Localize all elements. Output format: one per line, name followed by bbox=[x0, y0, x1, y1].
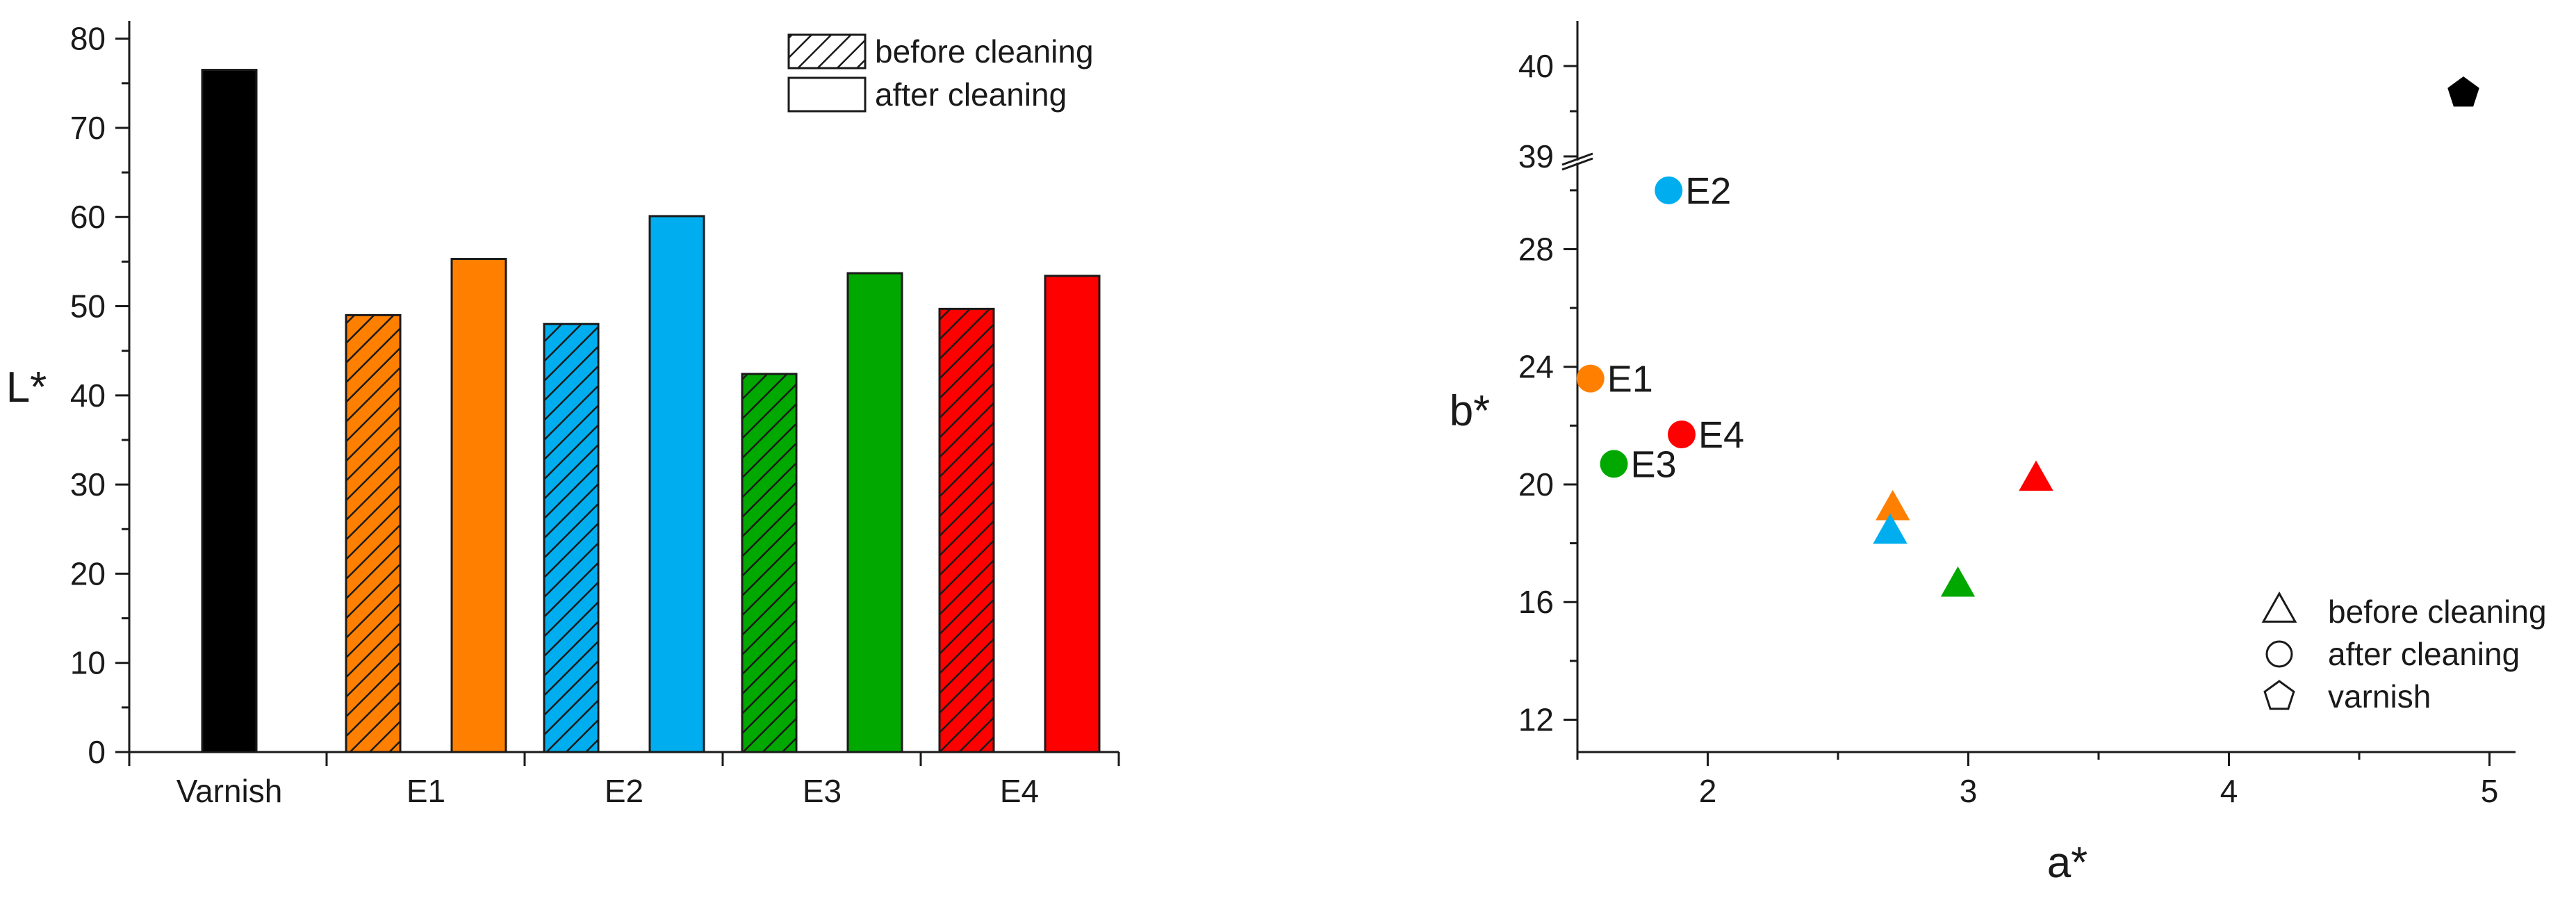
bar-category-label-e1: E1 bbox=[407, 773, 445, 809]
scatter-point-after-cleaning-e2 bbox=[1655, 176, 1683, 204]
scatter-legend-pentagon bbox=[2263, 680, 2295, 710]
scatter-y-axis-title: b* bbox=[1450, 387, 1491, 435]
scatter-point-label-e2: E2 bbox=[1685, 170, 1731, 212]
bar-y-tick-label: 80 bbox=[70, 21, 106, 57]
bar-legend-label: after cleaning bbox=[875, 76, 1067, 113]
scatter-y-tick-label: 16 bbox=[1518, 584, 1554, 620]
bar-y-axis-title: L* bbox=[6, 364, 47, 411]
scatter-point-before-cleaning-6 bbox=[1940, 566, 1976, 597]
bar-e3-before-cleaning bbox=[741, 373, 798, 753]
scatter-point-varnish-8 bbox=[2447, 76, 2479, 107]
scatter-x-axis-title: a* bbox=[2047, 839, 2088, 887]
bar-e4-after-cleaning bbox=[1044, 275, 1101, 753]
scatter-x-tick-label: 4 bbox=[2220, 773, 2238, 809]
scatter-y-tick-label: 40 bbox=[1518, 48, 1554, 84]
scatter-legend-label: varnish bbox=[2328, 678, 2431, 715]
scatter-point-after-cleaning-e1 bbox=[1576, 364, 1605, 393]
scatter-chart: 12 16 20 24 28 39 40 2 3 4 5 a* b* E1 E2 E3 E4 before cle… bbox=[1450, 21, 2547, 887]
bar-varnish-varnish bbox=[201, 69, 258, 753]
bar-e2-after-cleaning bbox=[648, 215, 705, 753]
scatter-x-tick-label: 2 bbox=[1699, 773, 1717, 809]
scatter-point-label-e1: E1 bbox=[1607, 359, 1653, 400]
scatter-point-before-cleaning-5 bbox=[1873, 513, 1908, 544]
bar-y-tick-label: 10 bbox=[70, 645, 106, 681]
bar-e1-after-cleaning bbox=[450, 258, 507, 753]
scatter-y-tick-label: 28 bbox=[1518, 231, 1554, 267]
scatter-point-before-cleaning-4 bbox=[1876, 489, 1910, 521]
bar-category-label-e2: E2 bbox=[605, 773, 643, 809]
scatter-x-tick-label: 3 bbox=[1960, 773, 1978, 809]
bar-y-tick-label: 40 bbox=[70, 377, 106, 414]
scatter-point-after-cleaning-e3 bbox=[1600, 450, 1628, 478]
scatter-legend-circle bbox=[2265, 640, 2293, 668]
bar-e2-before-cleaning bbox=[543, 323, 600, 753]
bar-chart: 0 10 20 30 40 50 60 70 80 L* Varnish E1 E2 E3 E4 before… bbox=[6, 21, 1120, 809]
scatter-y-tick-label: 24 bbox=[1518, 349, 1554, 385]
bar-y-tick-label: 70 bbox=[70, 110, 106, 146]
scatter-legend-label: before cleaning bbox=[2328, 594, 2547, 630]
scatter-point-label-e4: E4 bbox=[1698, 414, 1744, 456]
scatter-point-before-cleaning-7 bbox=[2019, 460, 2053, 491]
scatter-axis-break-mark bbox=[1561, 152, 1593, 166]
bar-y-tick-label: 30 bbox=[70, 466, 106, 503]
bar-y-tick-label: 0 bbox=[88, 734, 106, 770]
bar-e1-before-cleaning bbox=[345, 313, 402, 753]
scatter-legend-triangle bbox=[2261, 591, 2297, 623]
scatter-point-label-e3: E3 bbox=[1631, 443, 1677, 485]
scatter-y-tick-label: 39 bbox=[1518, 138, 1554, 174]
bar-e4-before-cleaning bbox=[938, 307, 995, 753]
scatter-x-tick-label: 5 bbox=[2481, 773, 2499, 809]
scatter-axis-break-mark bbox=[1561, 157, 1593, 171]
bar-y-tick-label: 50 bbox=[70, 288, 106, 325]
scatter-y-tick-label: 20 bbox=[1518, 466, 1554, 503]
bar-category-label-varnish: Varnish bbox=[177, 773, 283, 809]
bar-category-label-e4: E4 bbox=[1000, 773, 1039, 809]
bar-legend-swatch bbox=[787, 76, 867, 113]
bar-legend-swatch bbox=[787, 33, 867, 70]
bar-e3-after-cleaning bbox=[846, 272, 903, 753]
scatter-y-tick-label: 12 bbox=[1518, 701, 1554, 737]
scatter-point-after-cleaning-e4 bbox=[1668, 421, 1696, 449]
bar-y-tick-label: 20 bbox=[70, 555, 106, 591]
bar-legend-label: before cleaning bbox=[875, 33, 1094, 70]
scatter-legend-label: after cleaning bbox=[2328, 636, 2520, 672]
bar-category-label-e3: E3 bbox=[803, 773, 842, 809]
bar-y-tick-label: 60 bbox=[70, 199, 106, 235]
